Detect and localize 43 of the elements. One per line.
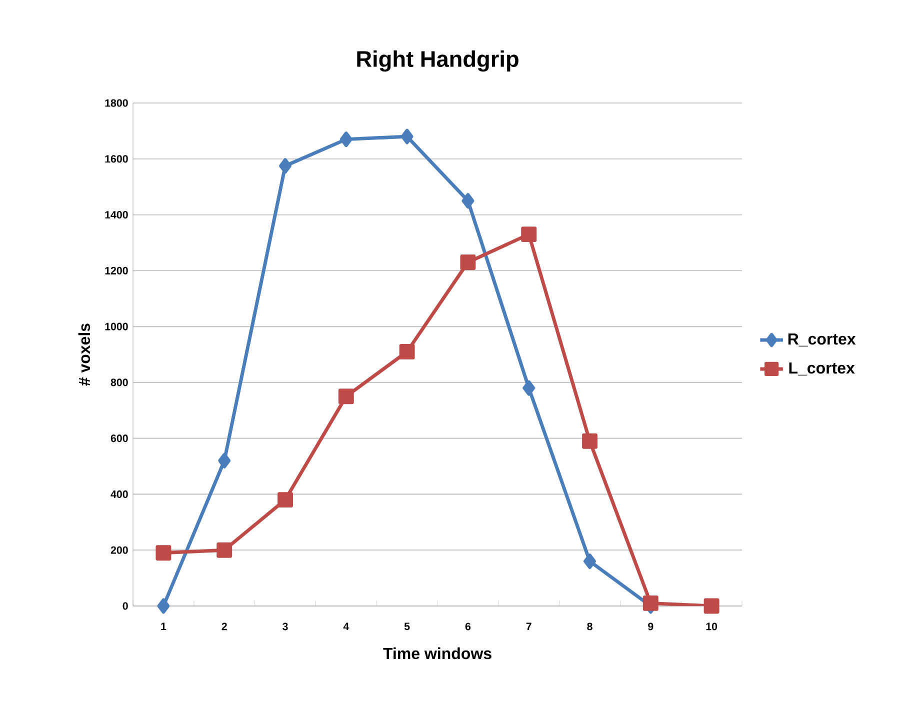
x-axis-title: Time windows (383, 647, 492, 660)
x-tick-label: 2 (222, 622, 227, 630)
point (338, 388, 354, 404)
chart-title: Right Handgrip (357, 50, 518, 72)
y-tick-label: 1800 (105, 99, 128, 107)
point (460, 254, 476, 270)
point (216, 542, 232, 558)
y-tick-label: 1600 (105, 155, 128, 163)
y-axis-title: # voxels (78, 324, 90, 386)
x-tick-label: 7 (526, 622, 532, 630)
y-tick-label: 1000 (105, 322, 128, 330)
x-tick-label: 5 (404, 622, 410, 630)
point (582, 433, 598, 449)
point (156, 545, 172, 561)
point (157, 598, 170, 614)
x-tick-label: 6 (465, 622, 471, 630)
point (279, 158, 292, 174)
point (400, 128, 414, 144)
point (340, 132, 352, 148)
point (278, 492, 293, 508)
y-tick-label: 800 (110, 378, 128, 386)
x-tick-label: 9 (648, 622, 654, 630)
x-tick-label: 3 (282, 622, 288, 630)
x-tick-label: 8 (587, 622, 592, 630)
x-tick-label: 10 (706, 622, 718, 630)
x-tick-label: 4 (343, 622, 350, 630)
y-tick-label: 400 (110, 490, 128, 498)
x-tick-label: 1 (161, 622, 166, 630)
y-tick-label: 1400 (105, 210, 128, 219)
point (462, 193, 474, 209)
point (584, 554, 596, 570)
point (522, 380, 536, 396)
legend-label: L_cortex (789, 362, 855, 376)
y-tick-label: 600 (110, 434, 128, 442)
point (399, 344, 415, 360)
point (704, 598, 720, 614)
y-tick-label: 1200 (105, 266, 128, 274)
y-tick-label: 0 (122, 602, 128, 610)
legend-label: R_cortex (788, 333, 856, 346)
y-tick-label: 200 (110, 546, 128, 554)
point (218, 452, 231, 468)
point (521, 226, 537, 242)
point (642, 595, 658, 611)
